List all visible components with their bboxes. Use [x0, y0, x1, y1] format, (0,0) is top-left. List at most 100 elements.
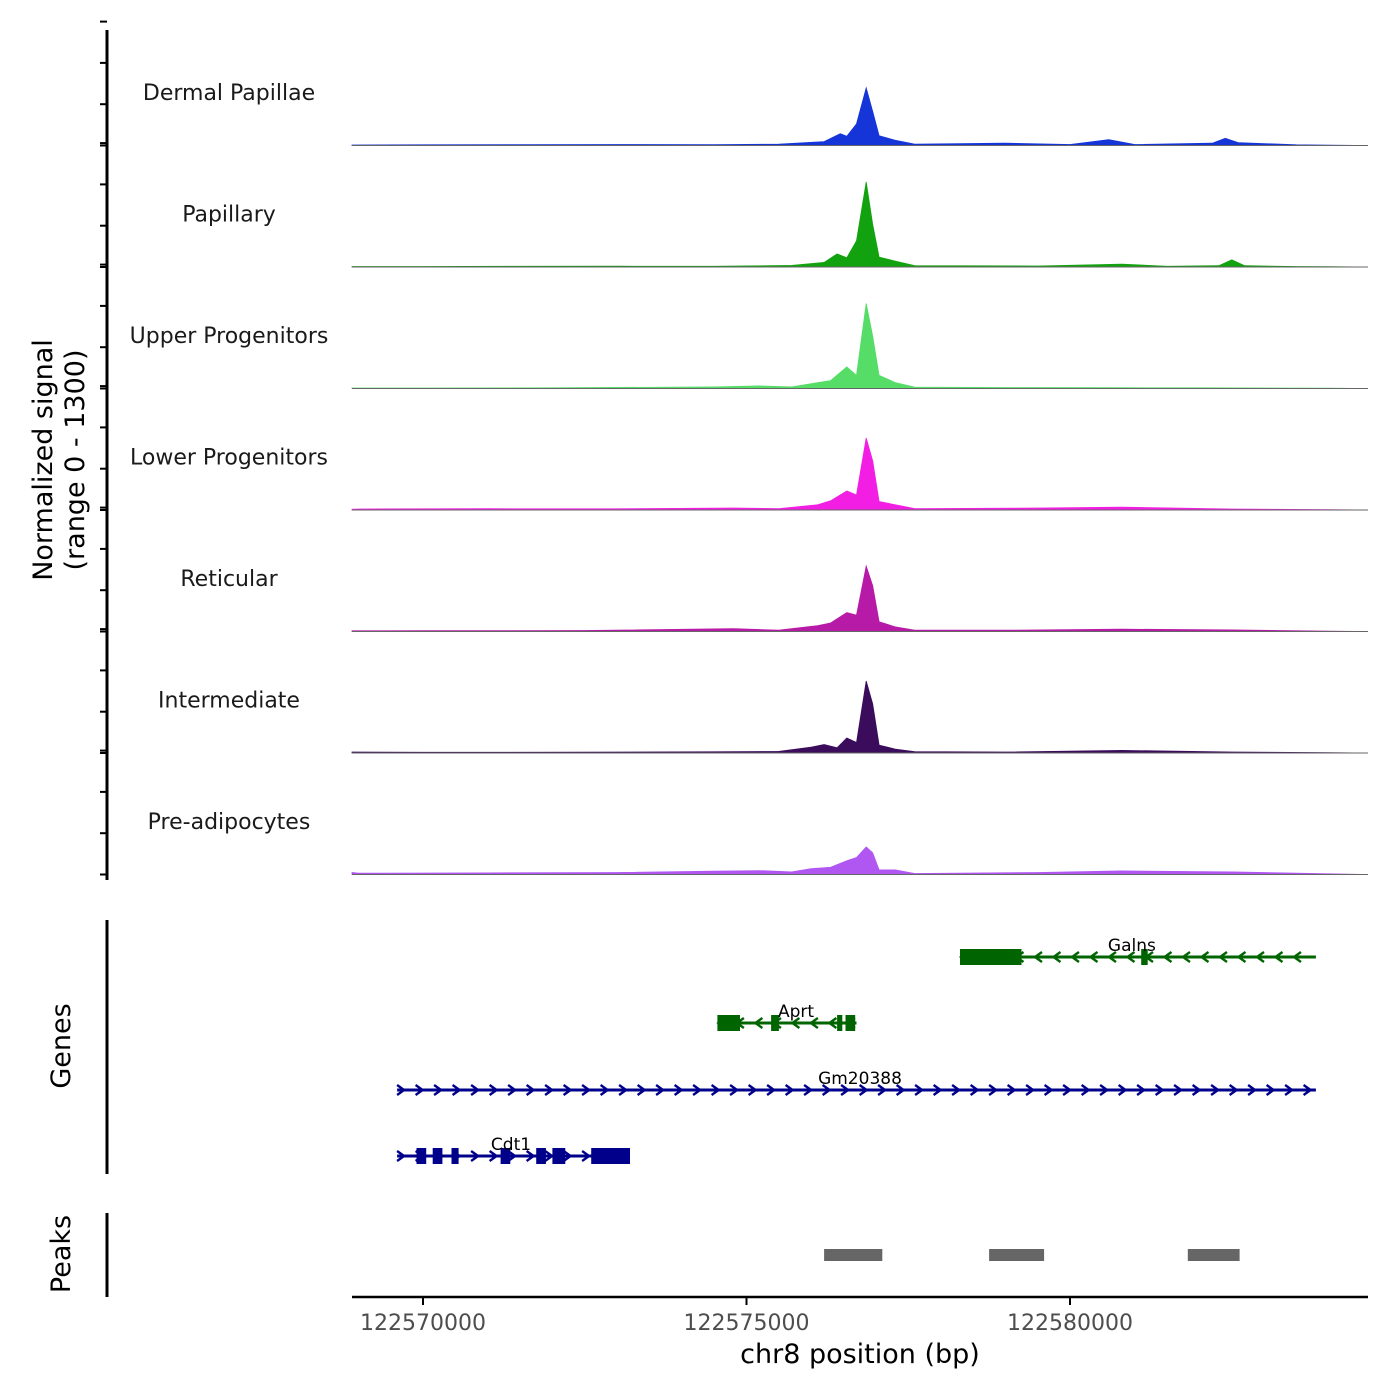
strand-arrow — [1088, 951, 1099, 963]
strand-arrow — [488, 1150, 499, 1162]
coverage-track: Reticular — [180, 564, 1369, 632]
strand-arrow — [766, 1084, 777, 1096]
strand-arrow — [544, 1150, 555, 1162]
strand-arrow — [1025, 1084, 1036, 1096]
strand-arrow — [1265, 1084, 1276, 1096]
gene-exon — [771, 1015, 779, 1031]
strand-arrow — [414, 1084, 425, 1096]
strand-arrow — [581, 1084, 592, 1096]
strand-arrow — [673, 1084, 684, 1096]
strand-arrow — [753, 1017, 764, 1029]
track-label: Papillary — [182, 203, 276, 228]
coverage-area — [351, 846, 1369, 875]
strand-arrow — [1006, 1084, 1017, 1096]
x-tick-label: 122580000 — [1007, 1311, 1133, 1336]
strand-arrow — [507, 1084, 518, 1096]
strand-arrow — [951, 1084, 962, 1096]
strand-arrow — [525, 1084, 536, 1096]
strand-arrow — [988, 1084, 999, 1096]
gene-exon — [717, 1015, 740, 1031]
track-label: Upper Progenitors — [130, 324, 329, 349]
x-axis-title: chr8 position (bp) — [740, 1339, 980, 1370]
strand-arrow — [562, 1084, 573, 1096]
strand-arrow — [1117, 1084, 1128, 1096]
gene-exon — [960, 949, 1022, 965]
gene-exon — [837, 1015, 843, 1031]
strand-arrow — [895, 1084, 906, 1096]
strand-arrow — [1247, 1084, 1258, 1096]
coverage-track: Upper Progenitors — [130, 303, 1369, 389]
strand-arrow — [1210, 1084, 1221, 1096]
strand-arrow — [1136, 1084, 1147, 1096]
y-axis-title-line-2: (range 0 - 1300) — [60, 350, 91, 571]
strand-arrow — [1162, 951, 1173, 963]
strand-arrow — [544, 1084, 555, 1096]
strand-arrow — [710, 1084, 721, 1096]
strand-arrow — [803, 1084, 814, 1096]
track-label: Lower Progenitors — [130, 446, 328, 471]
strand-arrow — [1125, 951, 1136, 963]
coverage-track: Papillary — [182, 181, 1369, 268]
gene-label: Cdt1 — [491, 1135, 531, 1155]
strand-arrow — [488, 1084, 499, 1096]
gene-exon — [416, 1148, 427, 1164]
coverage-area — [351, 680, 1369, 754]
strand-arrow — [1043, 1084, 1054, 1096]
track-label: Dermal Papillae — [143, 81, 315, 106]
gene-exon — [451, 1148, 459, 1164]
strand-arrow — [840, 1084, 851, 1096]
coverage-track: Pre-adipocytes — [148, 810, 1369, 875]
strand-arrow — [599, 1084, 610, 1096]
coverage-track: Lower Progenitors — [130, 437, 1369, 511]
strand-arrow — [470, 1084, 481, 1096]
coverage-track: Intermediate — [158, 680, 1369, 754]
strand-arrow — [1032, 951, 1043, 963]
strand-arrow — [877, 1084, 888, 1096]
track-label: Intermediate — [158, 689, 300, 714]
coverage-area — [351, 437, 1369, 511]
strand-arrow — [1217, 951, 1228, 963]
coverage-area — [351, 86, 1369, 146]
strand-arrow — [1199, 951, 1210, 963]
strand-arrow — [808, 1017, 819, 1029]
strand-arrow — [827, 1017, 838, 1029]
strand-arrow — [932, 1084, 943, 1096]
strand-arrow — [1106, 951, 1117, 963]
y-axis-title-line-1: Normalized signal — [28, 339, 59, 581]
peak-region — [989, 1249, 1045, 1261]
strand-arrow — [1180, 951, 1191, 963]
strand-arrow — [1228, 1084, 1239, 1096]
gene-exon — [432, 1148, 443, 1164]
gene-model: Cdt1 — [396, 1135, 630, 1164]
strand-arrow — [729, 1084, 740, 1096]
x-tick-label: 122570000 — [360, 1311, 486, 1336]
strand-arrow — [1080, 1084, 1091, 1096]
strand-arrow — [451, 1084, 462, 1096]
strand-arrow — [692, 1084, 703, 1096]
coverage-area — [351, 303, 1369, 389]
strand-arrow — [396, 1150, 407, 1162]
strand-arrow — [790, 1017, 801, 1029]
peaks-track-label: Peaks — [46, 1215, 77, 1293]
genes-track-label: Genes — [46, 1003, 77, 1088]
gene-label: Galns — [1108, 936, 1156, 956]
gene-exon — [536, 1148, 546, 1164]
strand-arrow — [1154, 1084, 1165, 1096]
peak-region — [824, 1249, 883, 1261]
strand-arrow — [396, 1084, 407, 1096]
gene-model: Aprt — [716, 1002, 857, 1031]
gene-exon — [500, 1148, 511, 1164]
strand-arrow — [1302, 1084, 1313, 1096]
strand-arrow — [1173, 1084, 1184, 1096]
strand-arrow — [1099, 1084, 1110, 1096]
gene-exon — [552, 1148, 566, 1164]
strand-arrow — [1069, 951, 1080, 963]
strand-arrow — [1254, 951, 1265, 963]
x-tick-label: 122575000 — [684, 1311, 810, 1336]
strand-arrow — [562, 1150, 573, 1162]
strand-arrow — [821, 1084, 832, 1096]
strand-arrow — [858, 1084, 869, 1096]
track-label: Reticular — [180, 567, 278, 592]
coverage-area — [351, 564, 1369, 632]
peak-region — [1187, 1249, 1240, 1261]
